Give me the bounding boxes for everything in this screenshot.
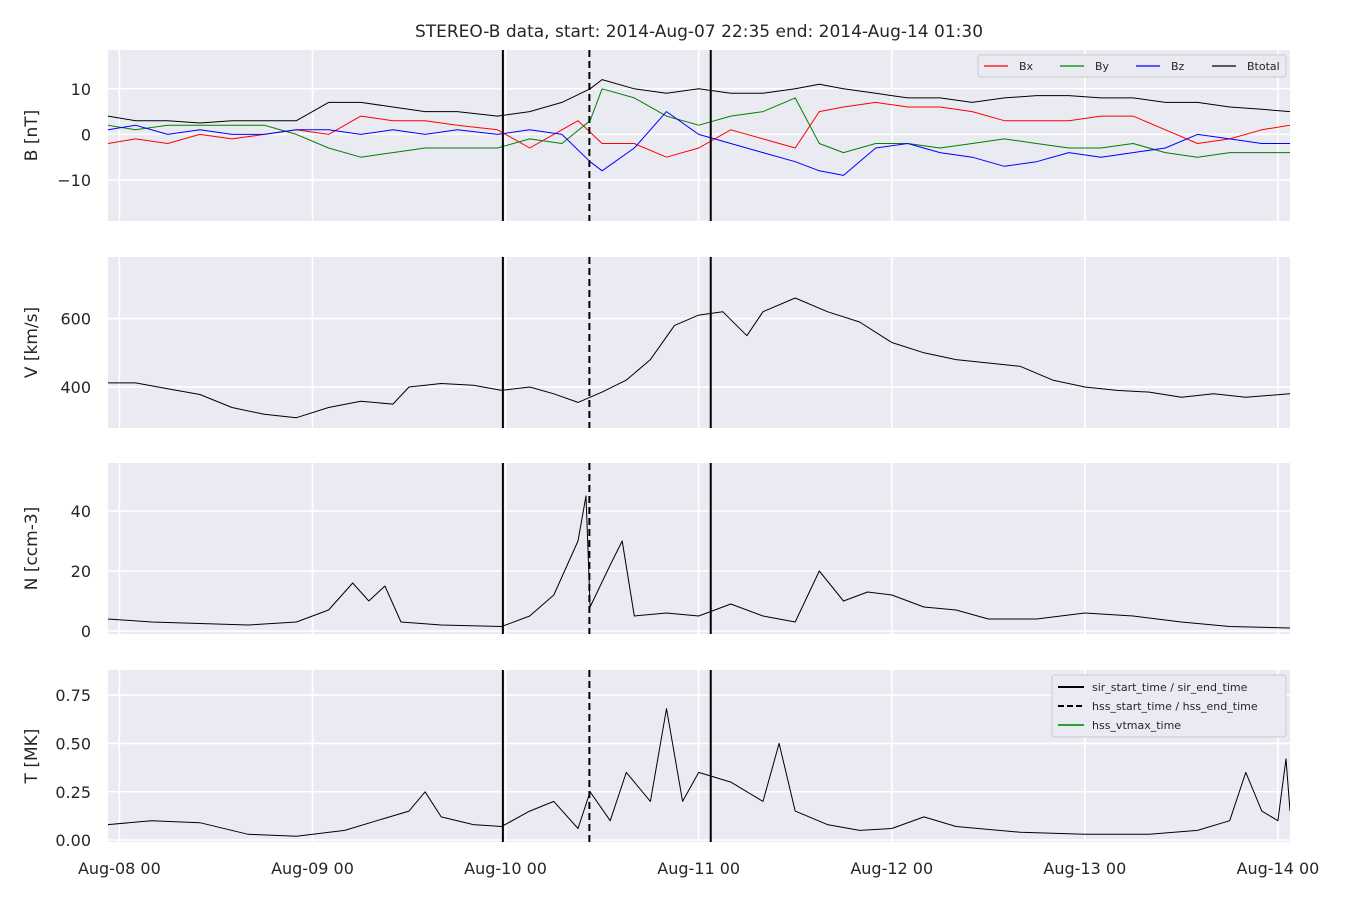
x-tick-label: Aug-12 00 xyxy=(850,859,933,878)
panel-3: 40 20 0 N [ccm-3] xyxy=(22,463,1290,641)
y-axis-label: T [MK] xyxy=(22,729,42,785)
y-tick-label: 0.00 xyxy=(55,831,91,850)
y-axis-label: V [km/s] xyxy=(22,307,42,378)
series-line-btotal xyxy=(108,79,1290,124)
legend-label: hss_vtmax_time xyxy=(1092,719,1181,732)
series-line xyxy=(108,708,1290,837)
series-line-bz xyxy=(108,111,1290,176)
x-tick-labels: Aug-08 00 Aug-09 00 Aug-10 00 Aug-11 00 Aug-… xyxy=(78,859,1319,878)
series-line xyxy=(108,495,1290,629)
y-tick-label: 0 xyxy=(81,125,91,144)
y-tick-label: −10 xyxy=(57,171,91,190)
y-tick-label: 400 xyxy=(60,378,91,397)
panel-1: 10 0 −10 B [nT] Bx By Bz Btotal xyxy=(22,50,1290,221)
y-tick-label: 10 xyxy=(71,80,91,99)
panel-4: 0.75 0.50 0.25 0.00 T [MK] sir_start_time / s… xyxy=(22,670,1290,850)
x-tick-label: Aug-10 00 xyxy=(464,859,547,878)
panel-2: 600 400 V [km/s] xyxy=(22,257,1290,428)
y-axis-label: N [ccm-3] xyxy=(22,507,42,591)
legend: sir_start_time / sir_end_time hss_start_t… xyxy=(1051,674,1287,738)
legend-label: Btotal xyxy=(1247,60,1280,73)
legend-label: Bz xyxy=(1171,60,1185,73)
x-tick-label: Aug-08 00 xyxy=(78,859,161,878)
series-line xyxy=(108,297,1290,419)
y-tick-label: 0.50 xyxy=(55,734,91,753)
legend-label: hss_start_time / hss_end_time xyxy=(1092,700,1258,713)
legend-label: Bx xyxy=(1019,60,1034,73)
series-line-bx xyxy=(108,101,1290,158)
y-axis-label: B [nT] xyxy=(22,110,42,162)
legend: Bx By Bz Btotal xyxy=(977,54,1287,78)
y-tick-label: 40 xyxy=(71,502,91,521)
x-tick-label: Aug-13 00 xyxy=(1043,859,1126,878)
x-tick-label: Aug-09 00 xyxy=(271,859,354,878)
y-tick-label: 20 xyxy=(71,562,91,581)
series-line-by xyxy=(108,88,1290,158)
figure-title: STEREO-B data, start: 2014-Aug-07 22:35 … xyxy=(415,22,983,42)
legend-label: sir_start_time / sir_end_time xyxy=(1092,681,1248,694)
y-tick-label: 600 xyxy=(60,310,91,329)
legend-label: By xyxy=(1095,60,1110,73)
x-tick-label: Aug-11 00 xyxy=(657,859,740,878)
y-tick-label: 0.25 xyxy=(55,783,91,802)
y-tick-label: 0 xyxy=(81,622,91,641)
y-tick-label: 0.75 xyxy=(55,686,91,705)
x-tick-label: Aug-14 00 xyxy=(1237,859,1320,878)
